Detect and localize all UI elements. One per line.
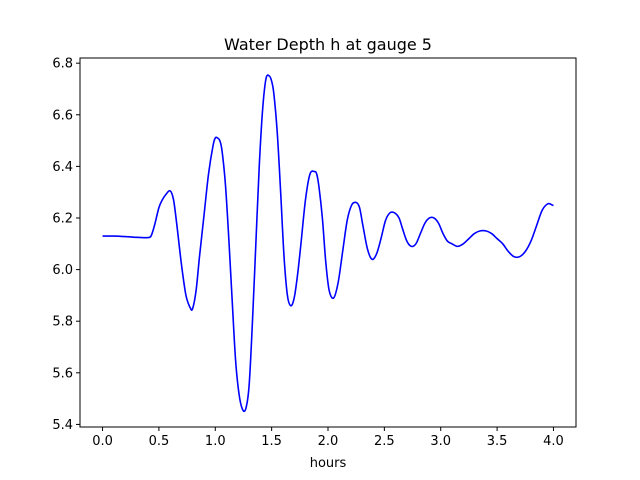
x-tick-label: 1.0 [205,434,226,449]
x-tick-label: 0.0 [92,434,113,449]
y-tick-label: 5.8 [52,315,73,330]
chart-title: Water Depth h at gauge 5 [224,35,432,54]
y-tick-label: 6.6 [52,108,73,123]
x-tick-label: 3.5 [487,434,508,449]
x-tick-label: 2.0 [318,434,339,449]
series-line [102,74,554,413]
x-tick-label: 1.5 [261,434,282,449]
x-tick-label: 4.0 [543,434,564,449]
x-tick-label: 3.0 [430,434,451,449]
plot-area [102,74,554,413]
x-tick-label: 0.5 [149,434,170,449]
tick-group: 0.0 0.5 1.0 1.5 2.0 2.5 3.0 3.5 4.0 5.4 5.6 5.8 6.0 6… [52,57,563,449]
y-tick-label: 5.4 [52,418,73,433]
y-tick-label: 5.6 [52,366,73,381]
y-tick-label: 6.8 [52,57,73,72]
x-tick-label: 2.5 [374,434,395,449]
axes-frame [79,57,577,428]
y-tick-label: 6.2 [52,211,73,226]
y-tick-label: 6.4 [52,160,73,175]
y-tick-label: 6.0 [52,263,73,278]
x-axis-label: hours [310,456,347,471]
